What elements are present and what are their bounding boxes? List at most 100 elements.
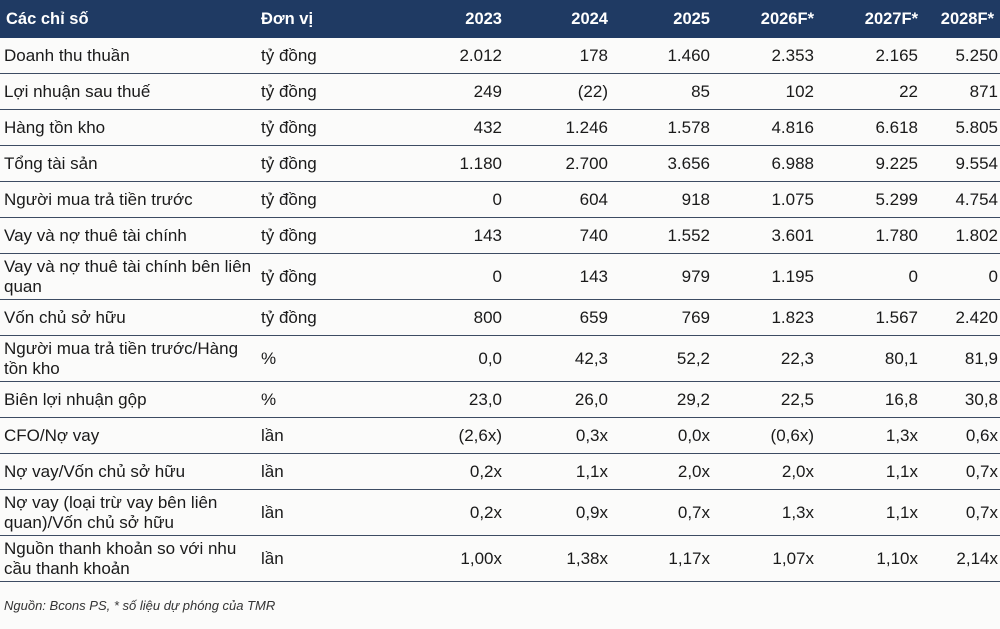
cell-value: (22) [508,73,614,110]
table-row: Vay và nợ thuê tài chính bên liên quan t… [0,253,1000,300]
cell-value: 2.700 [508,145,614,182]
cell-value: 42,3 [508,335,614,382]
cell-value: 81,9 [924,335,1000,382]
cell-value: 80,1 [820,335,924,382]
cell-value: 0,7x [924,489,1000,536]
row-indicator-name: Doanh thu thuần [0,38,258,74]
cell-value: 5.299 [820,181,924,218]
table-row: Vốn chủ sở hữu tỷ đồng 800 659 769 1.823… [0,299,1000,336]
cell-value: 2,0x [716,453,820,490]
row-indicator-name: Nợ vay (loại trừ vay bên liên quan)/Vốn … [0,489,258,536]
cell-value: 0,2x [410,489,508,536]
header-2025: 2025 [614,0,716,38]
table-body: Doanh thu thuần tỷ đồng 2.012 178 1.460 … [0,38,1000,582]
cell-value: 871 [924,73,1000,110]
cell-value: 0 [410,181,508,218]
cell-value: 249 [410,73,508,110]
table-row: Lợi nhuận sau thuế tỷ đồng 249 (22) 85 1… [0,73,1000,110]
cell-value: 740 [508,217,614,254]
cell-value: 0 [410,253,508,300]
cell-value: 1,38x [508,535,614,582]
header-2023: 2023 [410,0,508,38]
cell-value: 5.805 [924,109,1000,146]
header-2026f: 2026F* [716,0,820,38]
cell-value: 432 [410,109,508,146]
row-unit: tỷ đồng [258,217,410,254]
cell-value: (2,6x) [410,417,508,454]
header-unit: Đơn vị [258,0,410,38]
cell-value: 0,3x [508,417,614,454]
row-unit: tỷ đồng [258,109,410,146]
cell-value: 0,0 [410,335,508,382]
cell-value: 604 [508,181,614,218]
row-indicator-name: Biên lợi nhuận gộp [0,381,258,418]
cell-value: 26,0 [508,381,614,418]
cell-value: 1.823 [716,299,820,336]
row-indicator-name: Người mua trả tiền trước [0,181,258,218]
cell-value: 1.460 [614,38,716,74]
cell-value: 3.601 [716,217,820,254]
row-unit: tỷ đồng [258,181,410,218]
cell-value: 143 [508,253,614,300]
cell-value: 1,00x [410,535,508,582]
cell-value: 800 [410,299,508,336]
table-row: Biên lợi nhuận gộp % 23,0 26,0 29,2 22,5… [0,381,1000,418]
cell-value: 1,07x [716,535,820,582]
table-header: Các chỉ số Đơn vị 2023 2024 2025 2026F* … [0,0,1000,38]
cell-value: 918 [614,181,716,218]
row-indicator-name: Vay và nợ thuê tài chính [0,217,258,254]
cell-value: (0,6x) [716,417,820,454]
cell-value: 4.816 [716,109,820,146]
header-2027f: 2027F* [820,0,924,38]
row-unit: tỷ đồng [258,253,410,300]
cell-value: 22,5 [716,381,820,418]
table-row: Nợ vay (loại trừ vay bên liên quan)/Vốn … [0,489,1000,536]
cell-value: 3.656 [614,145,716,182]
cell-value: 1,10x [820,535,924,582]
table-row: Nguồn thanh khoản so với nhu cầu thanh k… [0,535,1000,582]
source-note: Nguồn: Bcons PS, * số liệu dự phóng của … [4,598,276,613]
cell-value: 85 [614,73,716,110]
cell-value: 0,2x [410,453,508,490]
row-unit: % [258,381,410,418]
table-row: Hàng tồn kho tỷ đồng 432 1.246 1.578 4.8… [0,109,1000,146]
cell-value: 9.554 [924,145,1000,182]
header-2024: 2024 [508,0,614,38]
row-indicator-name: Vốn chủ sở hữu [0,299,258,336]
cell-value: 2.165 [820,38,924,74]
row-unit: lần [258,417,410,454]
cell-value: 1.075 [716,181,820,218]
cell-value: 52,2 [614,335,716,382]
cell-value: 1,3x [716,489,820,536]
cell-value: 1.195 [716,253,820,300]
cell-value: 1,1x [820,453,924,490]
table-row: Doanh thu thuần tỷ đồng 2.012 178 1.460 … [0,38,1000,74]
cell-value: 0,9x [508,489,614,536]
row-indicator-name: Hàng tồn kho [0,109,258,146]
row-unit: % [258,335,410,382]
row-indicator-name: Nợ vay/Vốn chủ sở hữu [0,453,258,490]
table-row: Người mua trả tiền trước tỷ đồng 0 604 9… [0,181,1000,218]
row-unit: tỷ đồng [258,73,410,110]
cell-value: 1.552 [614,217,716,254]
row-unit: lần [258,489,410,536]
cell-value: 6.988 [716,145,820,182]
cell-value: 2,0x [614,453,716,490]
cell-value: 22 [820,73,924,110]
cell-value: 143 [410,217,508,254]
table-row: Người mua trả tiền trước/Hàng tồn kho % … [0,335,1000,382]
cell-value: 16,8 [820,381,924,418]
cell-value: 9.225 [820,145,924,182]
cell-value: 0,0x [614,417,716,454]
cell-value: 1,3x [820,417,924,454]
cell-value: 23,0 [410,381,508,418]
cell-value: 2,14x [924,535,1000,582]
cell-value: 1.567 [820,299,924,336]
row-unit: lần [258,453,410,490]
cell-value: 6.618 [820,109,924,146]
cell-value: 0,6x [924,417,1000,454]
cell-value: 1,1x [820,489,924,536]
cell-value: 1.780 [820,217,924,254]
row-indicator-name: Người mua trả tiền trước/Hàng tồn kho [0,335,258,382]
cell-value: 1.180 [410,145,508,182]
